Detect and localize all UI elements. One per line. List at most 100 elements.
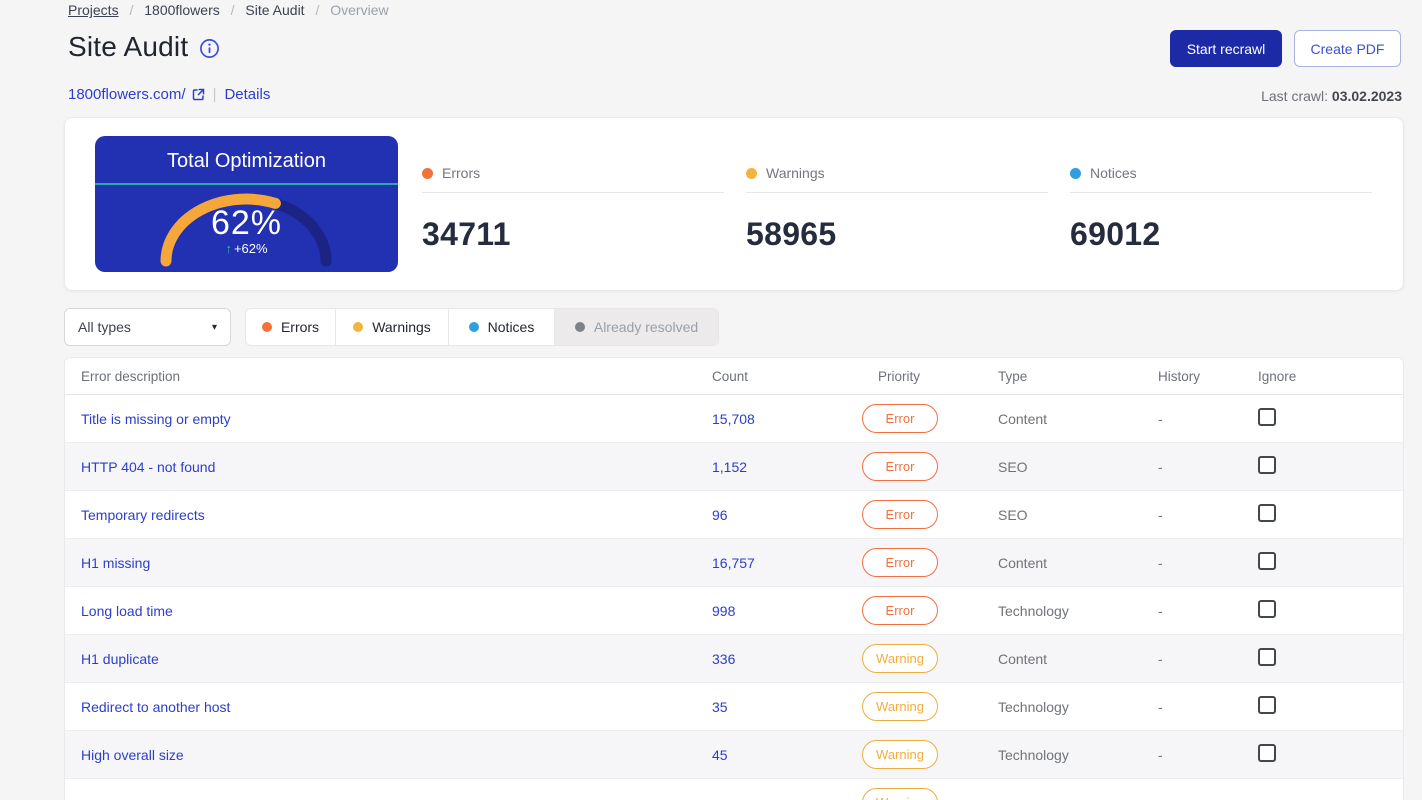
- breadcrumb-separator: /: [230, 2, 235, 18]
- table-header: Error description Count Priority Type Hi…: [65, 358, 1403, 395]
- error-type: Content: [998, 554, 1048, 571]
- type-filter-dropdown[interactable]: All types ▾: [64, 308, 231, 346]
- divider: |: [212, 86, 217, 103]
- error-count-link[interactable]: 998: [712, 602, 736, 619]
- column-header-priority: Priority: [878, 368, 921, 384]
- priority-badge: Warning: [862, 788, 938, 800]
- filter-tab-label: Errors: [280, 319, 320, 335]
- error-type: Technology: [998, 746, 1069, 763]
- column-header-description: Error description: [81, 368, 181, 384]
- details-link[interactable]: Details: [224, 86, 271, 103]
- filter-tab-notices[interactable]: Notices: [448, 309, 554, 345]
- metric-rule: [1070, 192, 1372, 193]
- error-count-link[interactable]: 35: [712, 698, 728, 715]
- ignore-checkbox[interactable]: [1258, 504, 1276, 522]
- priority-badge: Warning: [862, 644, 938, 673]
- metric-label: Warnings: [766, 165, 825, 181]
- priority-badge: Warning: [862, 740, 938, 769]
- ignore-checkbox[interactable]: [1258, 744, 1276, 762]
- external-link-icon: [192, 88, 204, 101]
- filter-tab-errors[interactable]: Errors: [246, 309, 335, 345]
- ignore-checkbox[interactable]: [1258, 696, 1276, 714]
- error-description-link[interactable]: Title is missing or empty: [81, 410, 231, 427]
- severity-filter-group: Errors Warnings Notices Already resolved: [245, 308, 719, 346]
- metric-warnings: Warnings 58965: [746, 136, 1048, 253]
- error-description-link[interactable]: Long load time: [81, 602, 173, 619]
- errors-count: 34711: [422, 216, 511, 252]
- error-description-link[interactable]: H1 missing: [81, 554, 151, 571]
- error-description-link[interactable]: Redirect to another host: [81, 698, 231, 715]
- notices-dot-icon: [468, 322, 479, 332]
- breadcrumb-overview: Overview: [330, 2, 389, 18]
- error-description-link[interactable]: High overall size: [81, 746, 184, 763]
- info-icon[interactable]: [199, 38, 220, 59]
- table-row: HTTP 404 - not found 1,152 Error SEO -: [65, 443, 1403, 491]
- table-row: Long load time 998 Error Technology -: [65, 587, 1403, 635]
- ignore-checkbox[interactable]: [1258, 600, 1276, 618]
- error-history: -: [1158, 506, 1163, 523]
- arrow-up-icon: ↑: [225, 241, 232, 256]
- error-type: Content: [998, 650, 1048, 667]
- metric-label: Errors: [442, 165, 481, 181]
- table-row: H1 missing 16,757 Error Content -: [65, 539, 1403, 587]
- table-row: Temporary redirects 96 Error SEO -: [65, 491, 1403, 539]
- ignore-checkbox[interactable]: [1258, 408, 1276, 426]
- domain-link[interactable]: 1800flowers.com/: [68, 86, 205, 103]
- warnings-count: 58965: [746, 216, 837, 252]
- create-pdf-button[interactable]: Create PDF: [1294, 30, 1401, 67]
- gauge-title: Total Optimization: [167, 150, 326, 172]
- filter-tab-label: Already resolved: [593, 319, 699, 335]
- error-count-link[interactable]: 16,757: [712, 554, 755, 571]
- error-history: -: [1158, 458, 1163, 475]
- column-header-history: History: [1158, 368, 1201, 384]
- error-history: -: [1158, 602, 1163, 619]
- filter-tab-already-resolved[interactable]: Already resolved: [554, 309, 718, 345]
- error-type: Technology: [998, 602, 1069, 619]
- notices-dot-icon: [1070, 167, 1081, 179]
- error-description-link[interactable]: HTTP 404 - not found: [81, 458, 216, 475]
- gauge-arc: [160, 193, 332, 267]
- ignore-checkbox[interactable]: [1258, 648, 1276, 666]
- warnings-dot-icon: [746, 167, 757, 179]
- table-row: Redirect to another host 35 Warning Tech…: [65, 683, 1403, 731]
- last-crawl-date: 03.02.2023: [1331, 88, 1402, 104]
- error-type: Technology: [998, 698, 1069, 715]
- metric-notices: Notices 69012: [1070, 136, 1372, 253]
- notices-count: 69012: [1070, 216, 1161, 252]
- total-optimization-gauge: Total Optimization 62% ↑ +62%: [95, 136, 398, 272]
- breadcrumb-projects[interactable]: Projects: [68, 2, 119, 18]
- ignore-checkbox[interactable]: [1258, 552, 1276, 570]
- priority-badge: Error: [862, 596, 938, 625]
- column-header-count: Count: [712, 368, 749, 384]
- priority-badge: Error: [862, 404, 938, 433]
- error-description-link[interactable]: Temporary redirects: [81, 506, 205, 523]
- error-count-link[interactable]: 1,152: [712, 458, 748, 475]
- ignore-checkbox[interactable]: [1258, 456, 1276, 474]
- summary-card: Total Optimization 62% ↑ +62% Errors 3471…: [64, 117, 1404, 291]
- resolved-dot-icon: [574, 322, 585, 332]
- priority-badge: Error: [862, 548, 938, 577]
- priority-badge: Warning: [862, 692, 938, 721]
- domain-url[interactable]: 1800flowers.com/: [68, 86, 186, 103]
- priority-badge: Error: [862, 500, 938, 529]
- filter-tab-label: Notices: [487, 319, 535, 335]
- last-crawl: Last crawl: 03.02.2023: [1261, 88, 1402, 104]
- error-count-link[interactable]: 336: [712, 650, 736, 667]
- error-description-link[interactable]: H1 duplicate: [81, 650, 159, 667]
- warnings-dot-icon: [353, 322, 364, 332]
- metric-errors: Errors 34711: [422, 136, 724, 253]
- gauge-divider: [95, 183, 398, 185]
- start-recrawl-button[interactable]: Start recrawl: [1170, 30, 1282, 67]
- table-row-partial: Warning: [65, 779, 1403, 800]
- breadcrumb-site-audit[interactable]: Site Audit: [245, 2, 305, 18]
- filter-tab-warnings[interactable]: Warnings: [335, 309, 448, 345]
- error-count-link[interactable]: 15,708: [712, 410, 755, 427]
- breadcrumb-project-name[interactable]: 1800flowers: [144, 2, 220, 18]
- last-crawl-label: Last crawl:: [1261, 88, 1329, 104]
- gauge-change: ↑ +62%: [95, 241, 398, 256]
- error-count-link[interactable]: 96: [712, 506, 728, 523]
- gauge-change-value: +62%: [233, 241, 268, 256]
- metric-rule: [422, 192, 724, 193]
- error-count-link[interactable]: 45: [712, 746, 728, 763]
